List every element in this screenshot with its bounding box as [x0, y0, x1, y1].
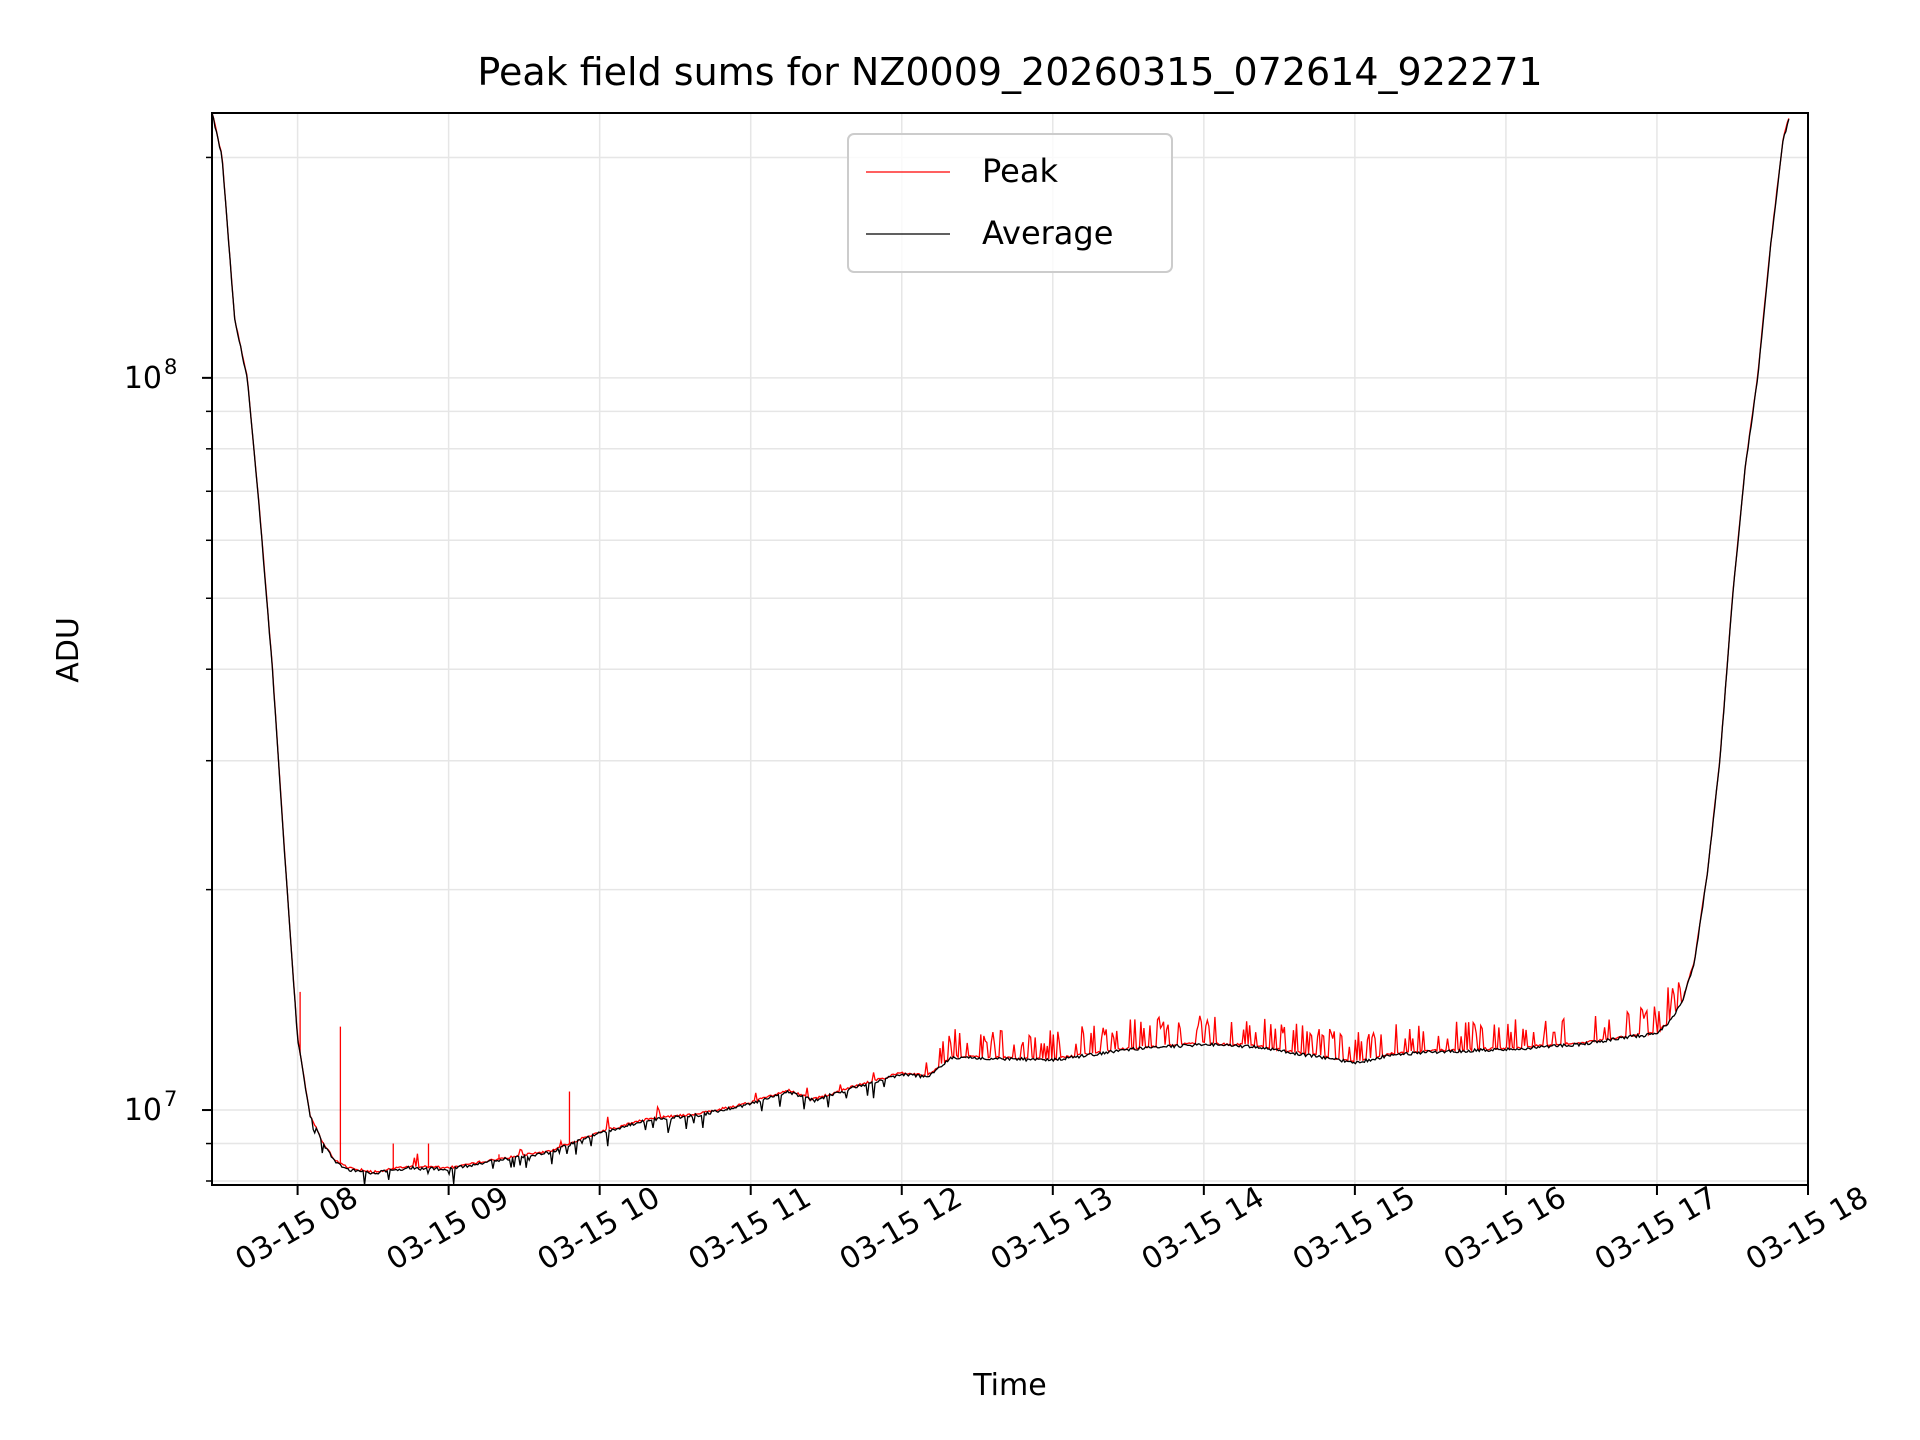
legend-frame [847, 133, 1173, 273]
chart-title: Peak field sums for NZ0009_20260315_0726… [477, 50, 1542, 94]
y-tick-exponent: 8 [164, 355, 177, 379]
y-tick-exponent: 7 [164, 1087, 177, 1111]
y-axis-label: ADU [51, 617, 86, 683]
legend-label-average: Average [982, 214, 1113, 252]
series-line-peak [211, 112, 1790, 1174]
y-tick-label: 10 [124, 1093, 162, 1128]
series-layer [211, 112, 1790, 1186]
plot-area-frame [211, 112, 1809, 1186]
legend-label-peak: Peak [982, 152, 1058, 190]
series-line-average [211, 112, 1790, 1186]
y-tick-label: 10 [124, 361, 162, 396]
plot-area-background [212, 113, 1808, 1185]
x-axis-label: Time [972, 1368, 1046, 1403]
legend: Peak Average [847, 133, 1173, 273]
